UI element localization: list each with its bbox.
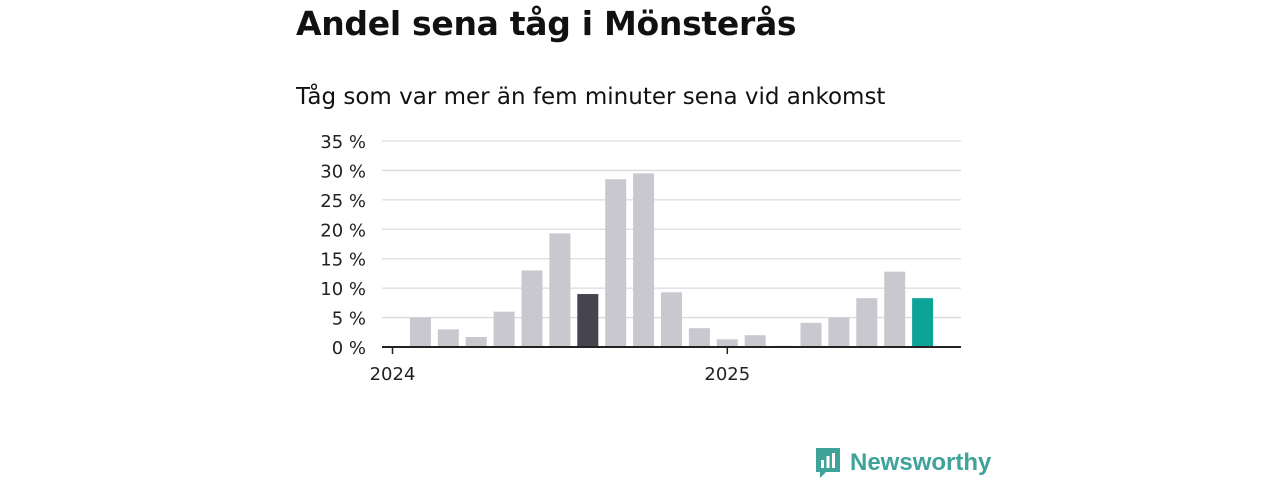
bar-2025-02 [744,335,766,347]
bar-2024-11 [661,292,682,347]
newsworthy-brand[interactable]: Newsworthy [814,446,991,480]
axes: 0 % 5 % 10 % 15 % 20 % 25 % 30 % 35 % 2024 2025 [320,132,961,385]
bar-2024-03 [437,329,459,347]
bar-2024-05 [493,311,515,347]
y-tick-label: 10 % [320,279,366,300]
bar-2025-06 [856,298,878,347]
y-tick-label: 30 % [320,161,366,182]
bar-2025-05 [828,317,850,347]
bar-2024-08 [577,294,599,347]
y-tick-label: 5 % [332,309,366,330]
bar-2025-01 [716,339,738,347]
bar-2024-07 [549,233,571,347]
bar-2025-08 [912,298,934,347]
y-tick-label: 15 % [320,250,366,271]
bar-2025-07 [884,271,906,347]
y-tick-label: 35 % [320,132,366,153]
bar-2024-10 [633,173,655,347]
bar-2024-04 [465,336,487,347]
chart-title: Andel sena tåg i Mönsterås [296,4,797,43]
x-tick-label: 2025 [704,364,750,385]
x-tick-label: 2024 [370,364,416,385]
newsworthy-logo-icon [816,448,840,478]
bar-2024-06 [521,270,543,347]
chart-subtitle: Tåg som var mer än fem minuter sena vid … [296,84,886,110]
bar-2025-04 [800,322,822,347]
y-tick-label: 0 % [332,338,366,359]
brand-name: Newsworthy [850,449,992,476]
bar-2024-12 [688,328,710,347]
bars [409,173,934,347]
y-tick-label: 25 % [320,191,366,212]
gridlines [382,140,961,319]
y-tick-label: 20 % [320,220,366,241]
bar-2024-09 [605,179,627,347]
bar-2024-02 [409,317,431,347]
